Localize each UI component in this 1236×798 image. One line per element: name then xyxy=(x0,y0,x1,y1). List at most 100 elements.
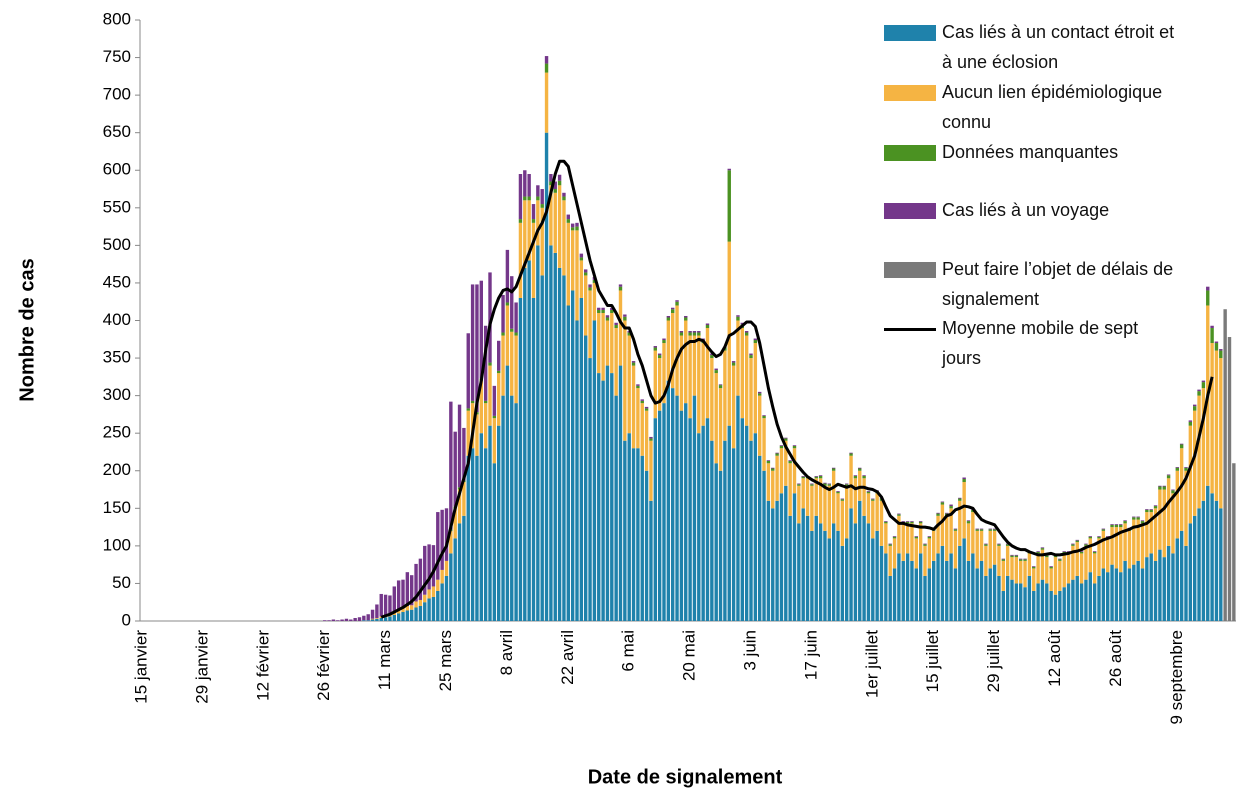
bar-segment xyxy=(814,515,818,621)
bar-segment xyxy=(618,290,623,366)
bar-segment xyxy=(610,312,614,374)
bar-segment xyxy=(927,568,932,621)
bar-segment xyxy=(1123,523,1127,561)
bar-segment xyxy=(1227,337,1232,621)
bar-segment xyxy=(801,476,805,479)
bar-segment xyxy=(779,448,784,494)
bar-segment xyxy=(553,192,557,253)
bar-segment xyxy=(718,385,723,389)
bar-segment xyxy=(536,185,540,197)
bar-segment xyxy=(666,380,671,621)
bar-segment xyxy=(1166,475,1171,479)
bar-segment xyxy=(1097,575,1101,621)
bar-segment xyxy=(1119,524,1123,525)
bar-segment xyxy=(431,545,436,587)
legend-label: Cas liés à un voyage xyxy=(942,200,1110,220)
x-tick-label: 11 mars xyxy=(375,630,394,690)
bar-segment xyxy=(1032,566,1036,569)
bar-segment xyxy=(414,601,418,608)
bar-segment xyxy=(1214,341,1219,344)
bar-segment xyxy=(953,529,958,531)
bar-segment xyxy=(975,568,979,621)
bar-segment xyxy=(905,521,910,522)
bar-segment xyxy=(858,467,862,469)
bar-segment xyxy=(1184,545,1188,621)
bar-segment xyxy=(753,433,758,621)
bar-segment xyxy=(579,257,584,261)
bar-segment xyxy=(1175,470,1179,539)
bar-segment xyxy=(671,388,675,621)
bar-segment xyxy=(640,403,644,456)
bar-segment xyxy=(523,267,527,621)
bar-segment xyxy=(1097,536,1101,537)
bar-segment xyxy=(1071,545,1075,580)
bar-segment xyxy=(540,275,544,621)
bar-segment xyxy=(988,530,992,569)
bar-segment xyxy=(853,478,858,524)
bar-segment xyxy=(792,448,797,494)
x-tick-label: 29 janvier xyxy=(192,630,211,704)
bar-segment xyxy=(531,204,536,220)
bar-segment xyxy=(584,269,588,273)
bar-segment xyxy=(1206,286,1210,291)
bar-segment xyxy=(849,453,853,456)
bar-segment xyxy=(444,508,449,561)
bar-segment xyxy=(544,63,549,73)
bar-segment xyxy=(631,361,636,363)
bar-segment xyxy=(436,579,440,591)
bar-segment xyxy=(514,302,518,333)
bar-segment xyxy=(953,528,958,530)
bar-segment xyxy=(1136,516,1140,518)
bar-segment xyxy=(979,560,984,621)
bar-segment xyxy=(327,620,331,621)
x-tick-label: 17 juin xyxy=(801,630,820,680)
bar-segment xyxy=(736,395,740,621)
bar-segment xyxy=(723,440,727,621)
bar-segment xyxy=(697,433,701,621)
bar-segment xyxy=(614,395,618,621)
bar-segment xyxy=(610,373,614,621)
bar-segment xyxy=(549,181,553,186)
bar-segment xyxy=(536,196,540,201)
bar-segment xyxy=(997,575,1001,621)
bar-segment xyxy=(1179,530,1184,621)
bar-segment xyxy=(514,403,518,621)
bar-segment xyxy=(1136,560,1140,621)
bar-segment xyxy=(827,483,831,485)
bar-segment xyxy=(479,380,483,434)
bar-segment xyxy=(1032,568,1036,591)
bar-segment xyxy=(396,610,401,614)
bar-segment xyxy=(662,343,666,404)
bar-segment xyxy=(557,267,562,621)
bar-segment xyxy=(575,320,579,621)
bar-segment xyxy=(1149,512,1153,554)
bar-segment xyxy=(992,529,997,531)
bar-segment xyxy=(671,307,675,310)
bar-segment xyxy=(444,560,449,576)
bar-segment xyxy=(945,515,949,561)
bar-segment xyxy=(684,403,688,621)
bar-segment xyxy=(431,586,436,597)
bar-segment xyxy=(523,196,527,201)
bar-segment xyxy=(1162,489,1166,558)
bar-segment xyxy=(1149,509,1153,510)
bar-segment xyxy=(675,300,679,302)
bar-segment xyxy=(531,222,536,298)
bar-segment xyxy=(705,323,710,326)
bar-segment xyxy=(636,385,640,389)
bar-segment xyxy=(966,520,971,522)
bar-segment xyxy=(323,620,327,621)
bar-segment xyxy=(953,568,958,621)
bar-segment xyxy=(523,200,527,268)
bar-segment xyxy=(440,583,444,621)
bar-segment xyxy=(479,433,483,621)
y-tick-label: 500 xyxy=(103,235,131,254)
x-tick-label: 6 mai xyxy=(619,630,638,672)
bar-segment xyxy=(827,538,831,621)
bar-segment xyxy=(1097,536,1101,539)
bar-segment xyxy=(453,431,457,507)
bar-segment xyxy=(353,617,357,621)
bar-segment xyxy=(544,72,549,133)
bar-segment xyxy=(979,528,984,530)
bar-segment xyxy=(849,452,853,454)
